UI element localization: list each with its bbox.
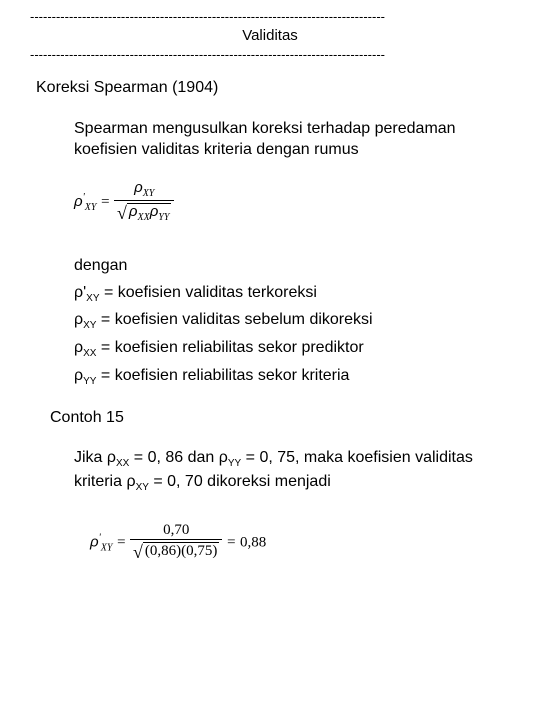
defs-lead: dengan bbox=[74, 254, 510, 279]
den-rho1: ρ bbox=[129, 203, 138, 220]
den-sub2: YY bbox=[158, 212, 169, 223]
radical2-icon: √ bbox=[133, 542, 143, 562]
lhs-sub: XY bbox=[85, 202, 97, 213]
def1-sym: ρ' bbox=[74, 284, 86, 301]
ex-s2: YY bbox=[228, 459, 241, 470]
divider-top: ----------------------------------------… bbox=[30, 10, 510, 23]
eq-sign: = bbox=[100, 194, 114, 210]
header-title: Validitas bbox=[30, 23, 510, 48]
radicand: ρXXρYY bbox=[127, 203, 172, 220]
def-row-3: ρXX = koefisien reliabilitas sekor predi… bbox=[74, 336, 510, 362]
denominator2: √(0,86)(0,75) bbox=[130, 540, 222, 565]
den-sub1: XX bbox=[138, 212, 150, 223]
def-row-1: ρ'XY = koefisien validitas terkoreksi bbox=[74, 281, 510, 307]
def4-text: = koefisien reliabilitas sekor kriteria bbox=[96, 367, 349, 384]
sqrt: √ρXXρYY bbox=[117, 201, 171, 226]
numerator: ρXY bbox=[114, 179, 174, 201]
ex-t4: = 0, 70 dikoreksi menjadi bbox=[149, 473, 331, 490]
example-label: Contoh 15 bbox=[50, 409, 510, 427]
intro-paragraph: Spearman mengusulkan koreksi terhadap pe… bbox=[74, 119, 490, 161]
num-sub: XY bbox=[143, 188, 155, 199]
example-paragraph: Jika ρXX = 0, 86 dan ρYY = 0, 75, maka k… bbox=[74, 447, 490, 494]
fraction2: 0,70 √(0,86)(0,75) bbox=[130, 521, 222, 565]
result-value: 0,88 bbox=[240, 534, 266, 550]
divider-bottom: ----------------------------------------… bbox=[30, 48, 510, 61]
def-row-4: ρYY = koefisien reliabilitas sekor krite… bbox=[74, 364, 510, 390]
def3-text: = koefisien reliabilitas sekor prediktor bbox=[96, 339, 363, 356]
sqrt2: √(0,86)(0,75) bbox=[133, 540, 219, 565]
ex-t1: Jika ρ bbox=[74, 449, 116, 466]
numerator2: 0,70 bbox=[130, 521, 222, 540]
eq2-sign: = bbox=[116, 534, 130, 550]
def1-sub: XY bbox=[86, 293, 99, 304]
ex-s1: XX bbox=[116, 459, 129, 470]
eq3-sign: = bbox=[226, 534, 240, 550]
page: ----------------------------------------… bbox=[0, 0, 540, 575]
def-row-2: ρXY = koefisien validitas sebelum dikore… bbox=[74, 308, 510, 334]
formula-example: ρ'XY = 0,70 √(0,86)(0,75) = 0,88 bbox=[90, 521, 510, 565]
def3-sym: ρ bbox=[74, 339, 83, 356]
ex-s3: XY bbox=[136, 482, 149, 493]
radicand2: (0,86)(0,75) bbox=[143, 542, 219, 559]
radical-icon: √ bbox=[117, 203, 127, 223]
lhs-rho: ρ bbox=[74, 193, 83, 210]
def2-sub: XY bbox=[83, 320, 96, 331]
num-rho: ρ bbox=[134, 179, 143, 196]
section-title: Koreksi Spearman (1904) bbox=[36, 79, 510, 97]
lhs2-sub: XY bbox=[101, 542, 113, 553]
denominator: √ρXXρYY bbox=[114, 201, 174, 226]
ex-t2: = 0, 86 dan ρ bbox=[129, 449, 228, 466]
fraction: ρXY √ρXXρYY bbox=[114, 179, 174, 226]
def4-sub: YY bbox=[83, 376, 96, 387]
def4-sym: ρ bbox=[74, 367, 83, 384]
def1-text: = koefisien validitas terkoreksi bbox=[100, 284, 317, 301]
def2-text: = koefisien validitas sebelum dikoreksi bbox=[96, 311, 372, 328]
def3-sub: XX bbox=[83, 348, 96, 359]
formula-spearman: ρ'XY = ρXY √ρXXρYY bbox=[74, 179, 510, 226]
definitions: dengan ρ'XY = koefisien validitas terkor… bbox=[74, 254, 510, 390]
def2-sym: ρ bbox=[74, 311, 83, 328]
lhs2-rho: ρ bbox=[90, 533, 99, 550]
